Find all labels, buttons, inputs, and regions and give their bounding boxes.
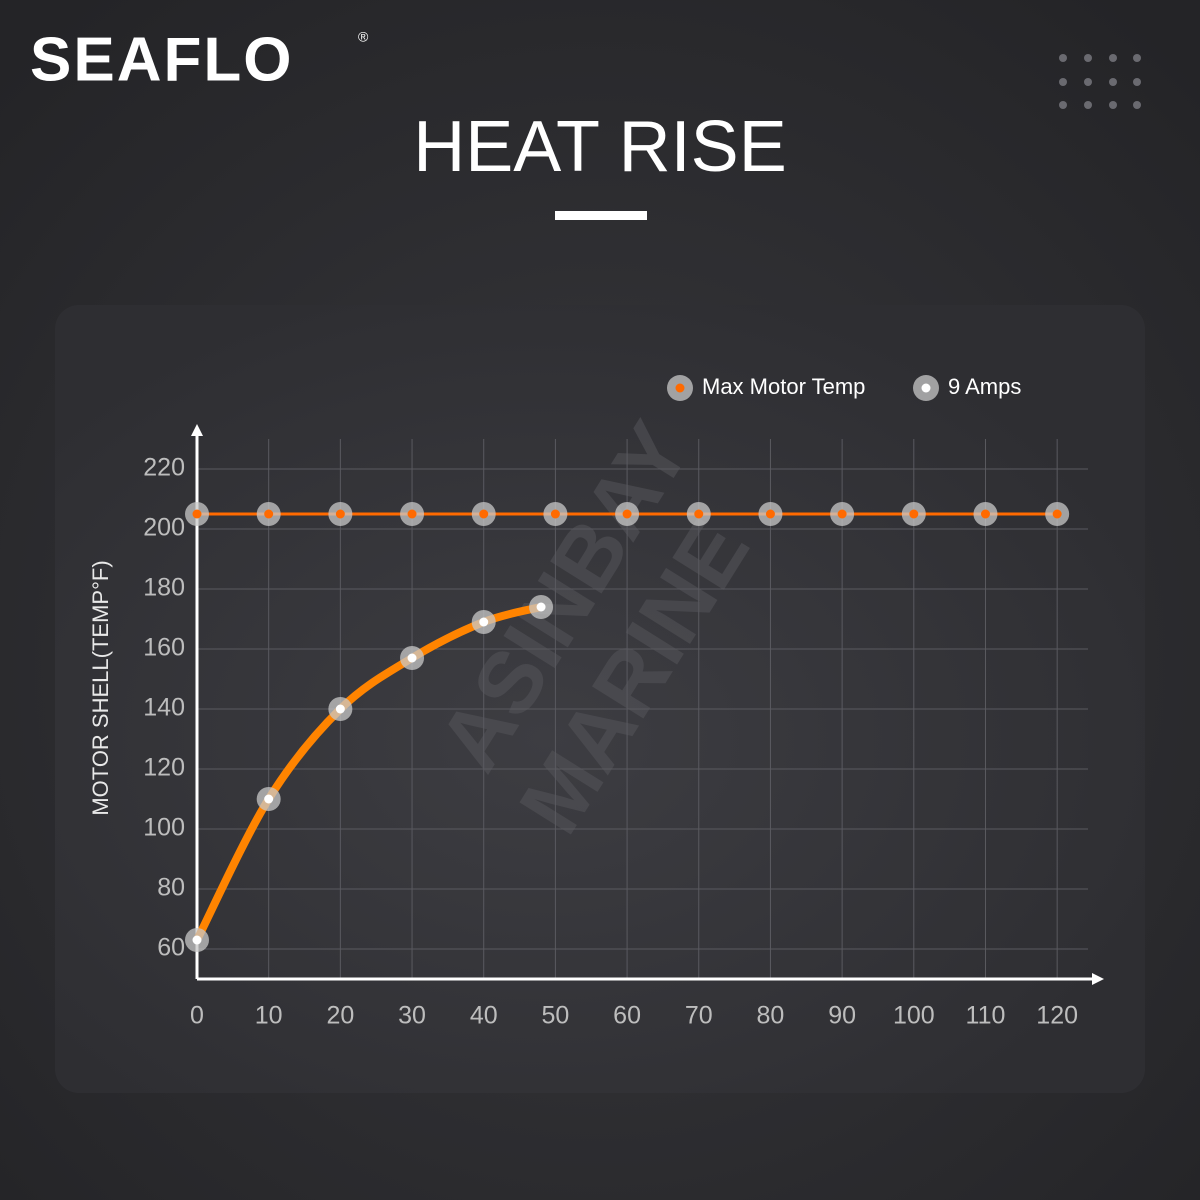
x-tick-label: 110 bbox=[966, 1002, 1006, 1030]
decor-dots bbox=[1059, 54, 1141, 109]
chart-panel bbox=[55, 305, 1145, 1093]
data-point bbox=[973, 502, 998, 526]
x-tick-label: 40 bbox=[470, 1002, 498, 1030]
point-core bbox=[264, 509, 274, 519]
legend-label: Max Motor Temp bbox=[702, 374, 865, 399]
logo-registered: ® bbox=[358, 29, 369, 45]
point-core bbox=[1052, 509, 1062, 519]
point-core bbox=[264, 794, 274, 804]
x-tick-label: 50 bbox=[541, 1002, 569, 1030]
y-tick-label: 60 bbox=[157, 934, 185, 962]
legend-label: 9 Amps bbox=[948, 374, 1021, 399]
y-axis-arrow bbox=[191, 424, 203, 436]
x-tick-label: 90 bbox=[828, 1002, 856, 1030]
data-point bbox=[615, 502, 640, 526]
x-tick-label: 0 bbox=[190, 1002, 204, 1030]
y-tick-label: 200 bbox=[143, 514, 185, 542]
data-point bbox=[529, 595, 554, 619]
data-point bbox=[185, 928, 209, 952]
point-core bbox=[192, 509, 202, 519]
point-core bbox=[479, 617, 489, 627]
x-tick-label: 60 bbox=[613, 1002, 641, 1030]
point-core bbox=[407, 653, 417, 663]
y-tick-label: 220 bbox=[143, 454, 185, 482]
y-tick-label: 160 bbox=[143, 634, 185, 662]
data-point bbox=[400, 502, 425, 526]
data-point bbox=[471, 610, 496, 634]
y-tick-label: 100 bbox=[143, 814, 185, 842]
data-point bbox=[185, 502, 209, 526]
y-tick-label: 120 bbox=[143, 754, 185, 782]
title-underline bbox=[555, 211, 647, 220]
point-core bbox=[479, 509, 489, 519]
point-core bbox=[622, 509, 632, 519]
data-point bbox=[471, 502, 496, 526]
y-axis-label: MOTOR SHELL(TEMP°F) bbox=[88, 560, 113, 815]
y-tick-label: 140 bbox=[143, 694, 185, 722]
x-tick-label: 30 bbox=[398, 1002, 426, 1030]
point-core bbox=[694, 509, 704, 519]
x-tick-label: 70 bbox=[685, 1002, 713, 1030]
y-tick-label: 180 bbox=[143, 574, 185, 602]
x-axis-arrow bbox=[1092, 973, 1104, 985]
data-point bbox=[328, 502, 353, 526]
point-core bbox=[192, 935, 202, 945]
point-core bbox=[536, 602, 546, 612]
data-point bbox=[256, 502, 281, 526]
data-point bbox=[758, 502, 783, 526]
legend-marker bbox=[921, 383, 931, 393]
point-core bbox=[335, 704, 345, 714]
point-core bbox=[837, 509, 847, 519]
point-core bbox=[550, 509, 560, 519]
data-point bbox=[830, 502, 855, 526]
point-core bbox=[335, 509, 345, 519]
data-point bbox=[901, 502, 926, 526]
x-tick-label: 120 bbox=[1036, 1002, 1078, 1030]
data-point bbox=[400, 646, 425, 670]
data-point bbox=[543, 502, 568, 526]
data-point bbox=[1045, 502, 1070, 526]
point-core bbox=[765, 509, 775, 519]
legend-marker bbox=[675, 383, 685, 393]
chart-title: HEAT RISE bbox=[413, 107, 786, 187]
data-point bbox=[328, 697, 353, 721]
point-core bbox=[909, 509, 919, 519]
x-tick-label: 80 bbox=[757, 1002, 785, 1030]
y-tick-label: 80 bbox=[157, 874, 185, 902]
logo: SEAFLO bbox=[30, 25, 293, 94]
x-tick-label: 20 bbox=[326, 1002, 354, 1030]
data-point bbox=[686, 502, 711, 526]
point-core bbox=[407, 509, 417, 519]
point-core bbox=[980, 509, 990, 519]
data-point bbox=[256, 787, 281, 811]
x-tick-label: 10 bbox=[255, 1002, 283, 1030]
x-tick-label: 100 bbox=[893, 1002, 935, 1030]
